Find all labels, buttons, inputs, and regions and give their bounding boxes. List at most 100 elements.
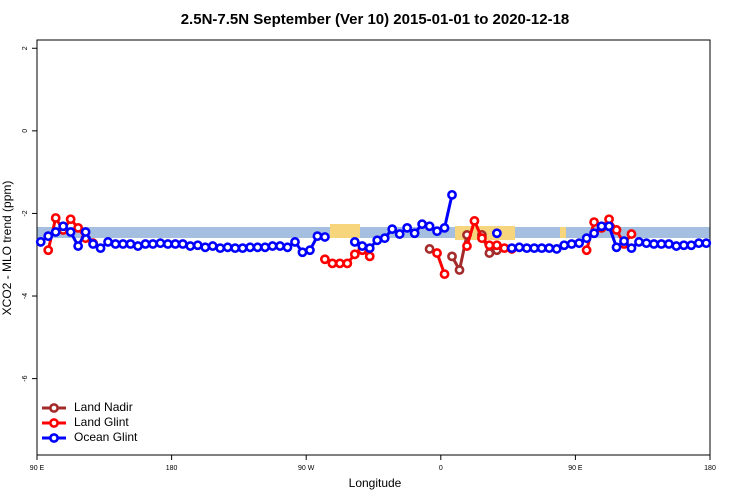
land-band	[330, 224, 360, 238]
data-point	[387, 224, 398, 235]
data-point	[611, 225, 622, 235]
data-point	[103, 237, 113, 247]
data-point	[432, 226, 442, 237]
plot-frame	[36, 39, 711, 456]
data-point	[506, 243, 517, 254]
data-point	[162, 239, 173, 249]
data-point	[349, 249, 360, 260]
data-point	[581, 245, 592, 256]
data-point	[447, 189, 457, 200]
data-point	[499, 243, 510, 254]
data-point	[50, 227, 61, 237]
data-point	[484, 240, 495, 251]
data-point	[581, 233, 592, 244]
data-point	[349, 237, 360, 247]
series	[35, 189, 712, 258]
data-point	[634, 237, 644, 247]
data-point	[43, 245, 54, 256]
data-point	[566, 239, 577, 249]
data-point	[589, 228, 599, 239]
data-point	[237, 243, 248, 254]
y-tick-label: -6	[22, 375, 29, 381]
data-point	[342, 258, 353, 269]
data-point	[118, 239, 128, 249]
data-point	[207, 241, 218, 251]
land-band	[560, 227, 566, 238]
data-point	[619, 236, 629, 246]
data-point	[394, 229, 405, 239]
data-point	[626, 243, 637, 254]
data-point	[656, 239, 667, 249]
data-point	[252, 242, 263, 253]
data-point	[290, 237, 300, 247]
data-point	[671, 241, 682, 251]
data-point	[484, 248, 495, 258]
data-point	[432, 248, 442, 258]
y-axis-label: XCO2 - MLO trend (ppm)	[0, 181, 14, 316]
data-point	[529, 243, 540, 254]
data-point	[65, 227, 76, 237]
data-point	[155, 238, 166, 249]
data-point	[88, 239, 98, 249]
legend-marker	[49, 403, 59, 413]
data-point	[327, 258, 338, 269]
data-point	[604, 221, 614, 232]
data-point	[701, 238, 712, 249]
data-point	[260, 242, 270, 253]
data-point	[574, 238, 585, 249]
data-point	[282, 242, 293, 253]
data-point	[491, 228, 502, 239]
data-point	[491, 240, 502, 251]
data-point	[551, 244, 562, 254]
data-point	[589, 217, 599, 228]
data-point	[73, 241, 84, 251]
data-point	[536, 243, 547, 254]
data-point	[275, 241, 285, 251]
data-point	[477, 233, 487, 244]
y-tick-label: -4	[22, 293, 29, 299]
data-point	[50, 213, 61, 223]
x-tick-label: 90 E	[30, 465, 45, 472]
data-point	[215, 243, 226, 254]
x-tick-label: 180	[166, 465, 178, 472]
data-point	[65, 214, 76, 225]
data-point	[521, 243, 532, 254]
x-tick-label: 0	[439, 465, 443, 472]
data-point	[95, 243, 106, 254]
data-point	[372, 235, 383, 246]
data-point	[319, 254, 330, 265]
data-point	[447, 251, 457, 262]
data-point	[230, 243, 241, 254]
chart-title: 2.5N-7.5N September (Ver 10) 2015-01-01 …	[181, 11, 570, 28]
data-point	[462, 241, 472, 251]
legend-marker	[49, 418, 59, 428]
y-tick-label: 2	[22, 46, 29, 50]
x-axis-label: Longitude	[349, 476, 402, 490]
legend-label: Land Glint	[74, 415, 129, 429]
data-point	[305, 245, 315, 256]
data-point	[649, 239, 659, 249]
data-point	[611, 242, 622, 253]
data-point	[663, 239, 674, 249]
data-point	[454, 265, 465, 275]
data-point	[596, 221, 607, 232]
data-point	[678, 240, 689, 251]
x-tick-label: 90 W	[298, 465, 315, 472]
data-point	[641, 238, 652, 249]
ocean-band	[37, 227, 710, 238]
data-point	[170, 239, 181, 249]
data-point	[439, 269, 450, 280]
data-point	[439, 222, 450, 233]
data-point	[312, 231, 323, 242]
legend-marker	[49, 433, 59, 443]
data-point	[357, 241, 368, 251]
data-point	[364, 243, 375, 254]
data-point	[469, 215, 480, 226]
data-point	[379, 233, 390, 244]
data-point	[222, 242, 233, 253]
data-point	[58, 221, 69, 232]
data-point	[200, 242, 211, 253]
